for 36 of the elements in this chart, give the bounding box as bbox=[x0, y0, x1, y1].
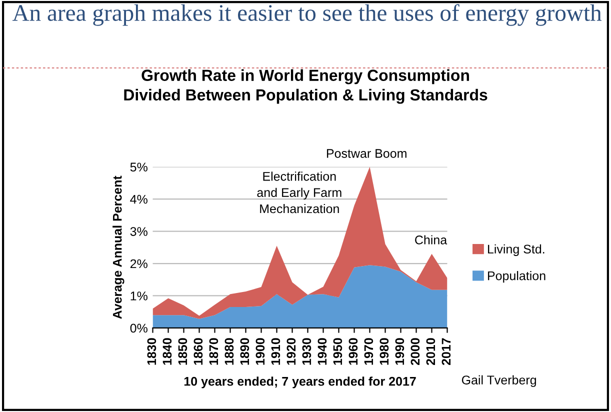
x-tick-label: 1990 bbox=[395, 338, 404, 365]
y-tick-label: 1% bbox=[130, 292, 148, 300]
chart-subtitle: Growth Rate in World Energy Consumption Divided Between Population & Living Standards bbox=[124, 69, 488, 104]
x-tick-label: 1970 bbox=[364, 338, 374, 365]
x-tick-label: 2010 bbox=[426, 338, 436, 366]
x-tick-label: 1900 bbox=[256, 338, 265, 365]
x-tick-label: 1910 bbox=[271, 338, 280, 365]
x-tick-label: 1880 bbox=[224, 338, 234, 365]
x-tick-label: 1960 bbox=[348, 338, 358, 365]
x-axis-title: 10 years ended; 7 years ended for 2017 bbox=[184, 376, 416, 388]
annotation: China bbox=[415, 235, 448, 244]
legend-label: Living Std. bbox=[488, 244, 544, 256]
x-tick-label: 1950 bbox=[333, 338, 342, 365]
y-axis-title: Average Annual Percent bbox=[112, 176, 124, 319]
x-tick-label: 2017 bbox=[442, 338, 451, 366]
x-tick-label: 1840 bbox=[162, 338, 172, 365]
y-tick-label: 4% bbox=[130, 194, 148, 204]
y-tick-label: 0% bbox=[130, 324, 148, 333]
x-tick-label: 1920 bbox=[286, 338, 296, 365]
y-tick-label: 3% bbox=[130, 227, 148, 236]
x-tick-label: 1830 bbox=[147, 338, 156, 365]
x-tick-label: 1860 bbox=[194, 338, 203, 365]
text: Postwar Boom bbox=[326, 149, 406, 158]
x-tick-label: 1930 bbox=[302, 338, 312, 365]
x-tick-label: 1870 bbox=[209, 338, 218, 365]
x-tick-label: 1850 bbox=[178, 338, 188, 365]
annotation: Electrification and Early Farm Mechanization bbox=[257, 172, 342, 214]
x-tick-label: 1980 bbox=[380, 338, 389, 365]
legend-label: Population bbox=[488, 271, 546, 283]
x-tick-label: 2000 bbox=[410, 338, 420, 366]
text: Gail Tverberg bbox=[462, 375, 536, 387]
x-tick-label: 1890 bbox=[240, 338, 250, 365]
chart-title: An area graph makes it easier to see the uses of energy growth bbox=[12, 4, 602, 26]
y-tick-label: 5% bbox=[130, 162, 148, 172]
y-tick-label: 2% bbox=[130, 259, 148, 268]
x-tick-label: 1940 bbox=[318, 338, 327, 365]
